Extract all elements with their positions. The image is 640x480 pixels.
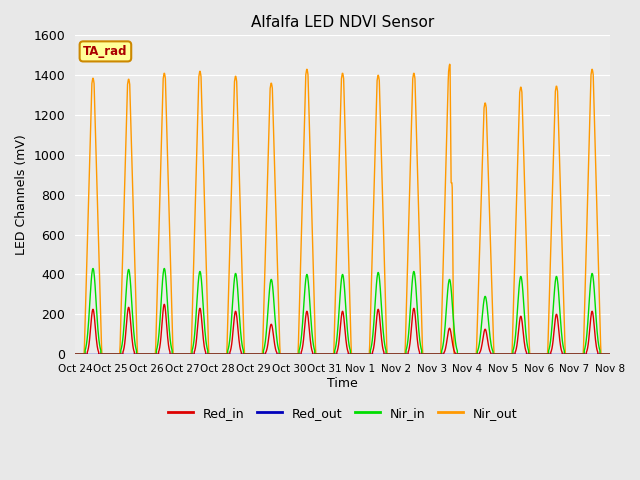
Text: TA_rad: TA_rad [83, 45, 127, 58]
Legend: Red_in, Red_out, Nir_in, Nir_out: Red_in, Red_out, Nir_in, Nir_out [163, 402, 522, 425]
Y-axis label: LED Channels (mV): LED Channels (mV) [15, 134, 28, 255]
Title: Alfalfa LED NDVI Sensor: Alfalfa LED NDVI Sensor [251, 15, 434, 30]
X-axis label: Time: Time [327, 377, 358, 390]
